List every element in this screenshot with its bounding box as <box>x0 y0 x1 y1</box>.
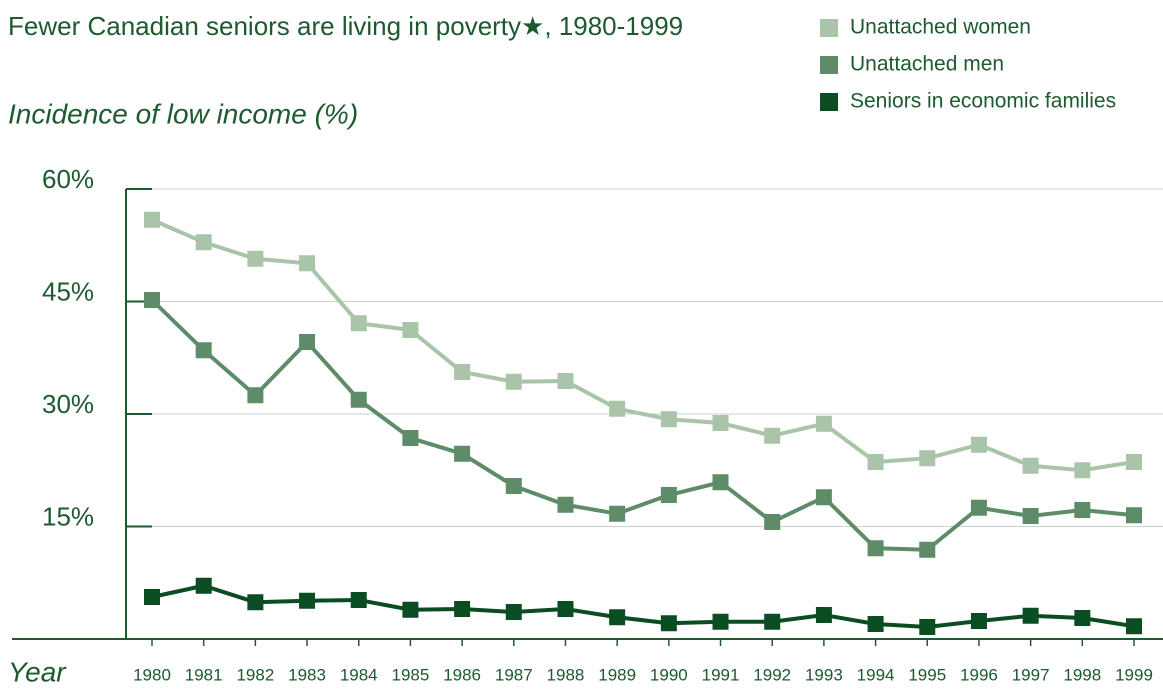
data-point <box>1074 502 1091 518</box>
data-point <box>402 430 419 446</box>
data-point <box>402 322 419 338</box>
data-point <box>660 411 677 428</box>
data-point <box>1022 457 1039 474</box>
data-point <box>609 400 626 417</box>
series-line <box>150 298 1135 552</box>
data-point <box>919 619 936 635</box>
data-point <box>867 616 884 632</box>
data-point <box>609 609 626 626</box>
x-tick-label: 1991 <box>702 665 740 684</box>
data-point <box>454 601 471 617</box>
data-point <box>712 613 729 630</box>
legend-label: Unattached men <box>850 53 1004 76</box>
data-point <box>1126 454 1142 470</box>
data-point <box>764 514 781 530</box>
data-point <box>144 211 160 228</box>
x-tick-label: 1985 <box>392 665 430 684</box>
x-tick-label: 1989 <box>598 665 636 684</box>
data-point <box>247 250 264 267</box>
chart-title: Fewer Canadian seniors are living in pov… <box>8 11 683 41</box>
x-tick-label: 1990 <box>650 665 688 684</box>
x-tick-label: 1992 <box>753 665 791 684</box>
data-point <box>712 415 729 431</box>
data-point <box>557 373 574 389</box>
x-tick-label: 1986 <box>443 665 481 684</box>
data-point <box>970 436 987 453</box>
data-point <box>609 505 626 522</box>
data-point <box>299 592 316 609</box>
x-tick-label: 1984 <box>340 665 378 684</box>
data-point <box>299 334 316 350</box>
y-tick-label: 45% <box>42 276 94 306</box>
data-point <box>1126 507 1142 524</box>
x-tick-label: 1987 <box>495 665 533 684</box>
data-point <box>1022 607 1039 624</box>
data-point <box>505 373 522 390</box>
data-point <box>970 499 987 516</box>
x-tick-label: 1999 <box>1115 665 1153 684</box>
data-point <box>1126 618 1142 635</box>
data-point <box>970 613 987 629</box>
data-point <box>764 613 781 630</box>
data-point <box>350 391 367 408</box>
x-tick-label: 1998 <box>1063 665 1101 684</box>
data-point <box>195 577 212 594</box>
data-point <box>867 540 884 557</box>
data-point <box>247 594 264 611</box>
data-point <box>919 450 936 467</box>
data-point <box>1074 610 1091 626</box>
y-axis-label: Incidence of low income (%) <box>8 98 358 129</box>
data-point <box>660 615 677 632</box>
series-line <box>151 583 1135 630</box>
legend-swatch <box>820 93 838 111</box>
data-point <box>1022 508 1039 524</box>
data-point <box>557 496 574 513</box>
data-point <box>660 487 677 503</box>
x-tick-label: 1981 <box>185 665 223 684</box>
data-point <box>712 474 729 491</box>
data-point <box>454 445 471 462</box>
data-point <box>815 489 832 506</box>
x-tick-label: 1993 <box>805 665 843 684</box>
x-tick-label: 1994 <box>857 665 895 684</box>
data-point <box>505 478 522 494</box>
data-point <box>350 315 367 332</box>
data-point <box>867 454 884 470</box>
y-tick-label: 15% <box>42 501 94 531</box>
x-tick-label: 1997 <box>1012 665 1050 684</box>
x-tick-label: 1995 <box>908 665 946 684</box>
data-point <box>764 427 781 444</box>
data-point <box>350 592 367 608</box>
x-tick-label: 1988 <box>547 665 585 684</box>
y-tick-label: 60% <box>42 164 94 194</box>
x-tick-label: 1982 <box>236 665 274 684</box>
data-point <box>454 364 471 380</box>
data-point <box>815 607 832 623</box>
data-point <box>505 604 522 620</box>
legend-label: Seniors in economic families <box>850 90 1116 113</box>
legend-swatch <box>820 19 838 37</box>
data-point <box>144 292 160 308</box>
data-point <box>1074 462 1091 479</box>
data-point <box>144 589 160 605</box>
x-tick-label: 1983 <box>288 665 326 684</box>
x-tick-label: 1980 <box>133 665 171 684</box>
legend-swatch <box>820 56 838 74</box>
x-tick-label: 1996 <box>960 665 998 684</box>
legend-label: Unattached women <box>850 16 1031 39</box>
y-tick-label: 30% <box>42 389 94 419</box>
data-point <box>247 387 264 404</box>
data-point <box>402 601 419 618</box>
data-point <box>195 342 212 359</box>
data-point <box>815 415 832 432</box>
series-line <box>151 217 1135 473</box>
data-point <box>919 541 936 558</box>
x-axis-label: Year <box>8 656 67 687</box>
data-point <box>195 234 212 251</box>
data-point <box>557 601 574 617</box>
data-point <box>299 255 316 272</box>
